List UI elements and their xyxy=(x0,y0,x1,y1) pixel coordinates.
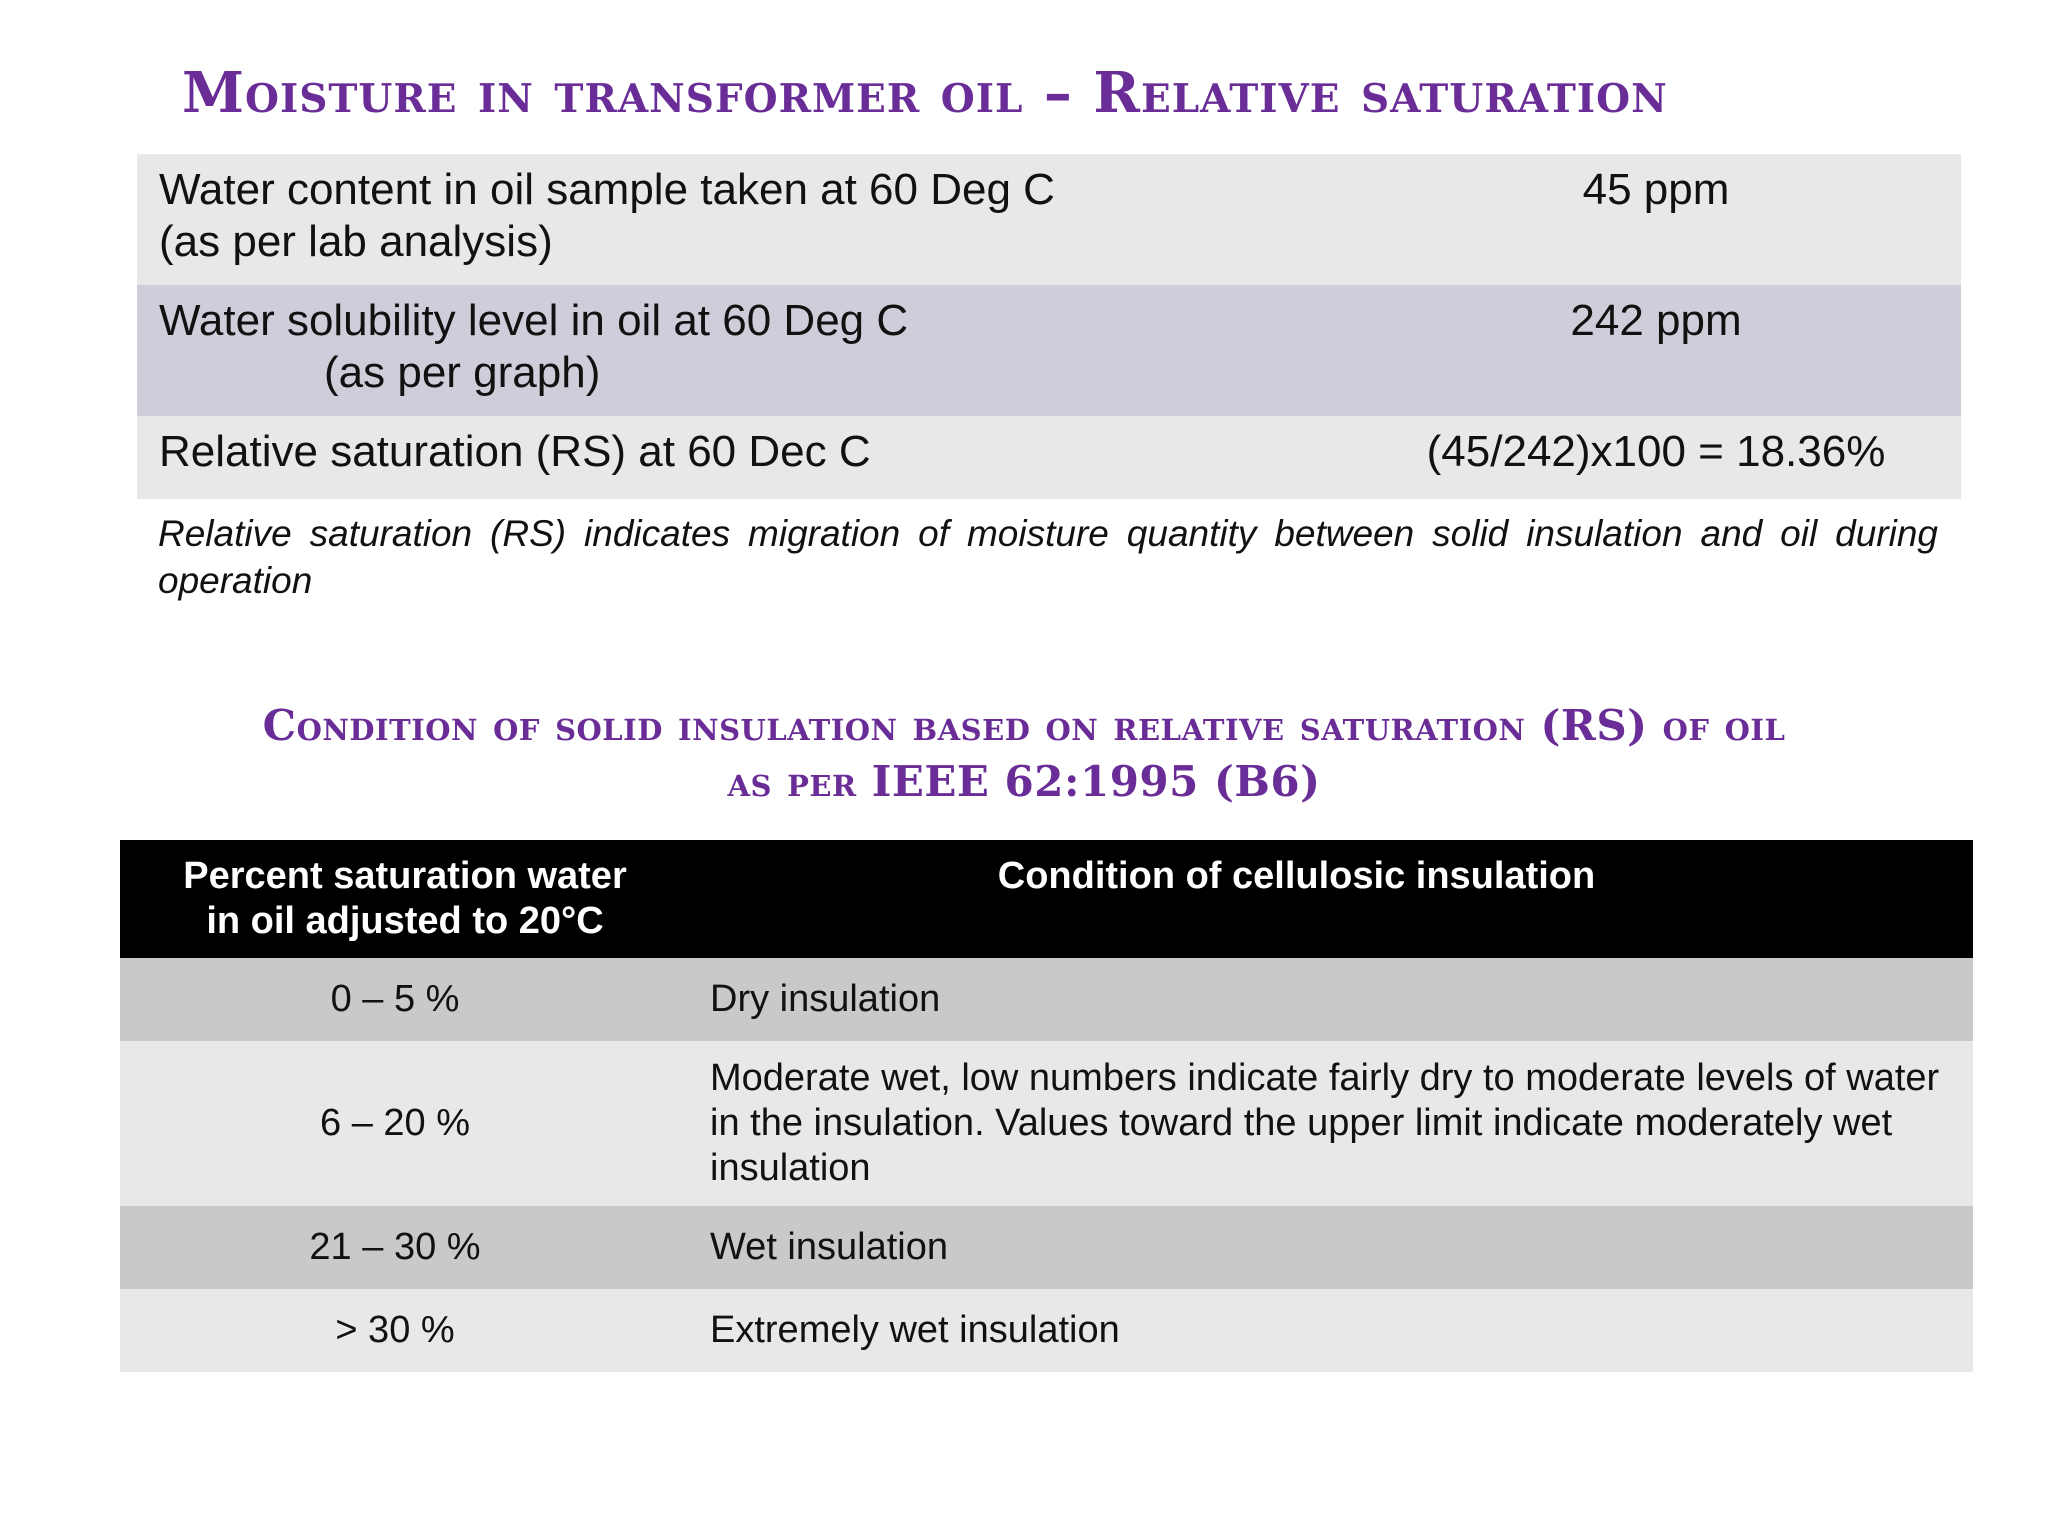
calc-row-relative-saturation: Relative saturation (RS) at 60 Dec C (45… xyxy=(137,416,1961,499)
calc-row-solubility: Water solubility level in oil at 60 Deg … xyxy=(137,285,1961,416)
condition-title-line2: as per IEEE 62:1995 (B6) xyxy=(727,757,1321,806)
header-col1-line1: Percent saturation water xyxy=(183,855,627,897)
range-cell: 0 – 5 % xyxy=(120,958,690,1041)
range-cell: 21 – 30 % xyxy=(120,1206,690,1289)
header-percent-saturation: Percent saturation water in oil adjusted… xyxy=(120,840,690,958)
calc-row-water-content: Water content in oil sample taken at 60 … xyxy=(137,154,1961,285)
calc-label: Relative saturation (RS) at 60 Dec C xyxy=(159,427,871,476)
condition-cell: Dry insulation xyxy=(690,958,1973,1041)
calculation-table: Water content in oil sample taken at 60 … xyxy=(137,154,1961,499)
calc-value: 45 ppm xyxy=(1582,165,1730,214)
table-row: 21 – 30 % Wet insulation xyxy=(120,1206,1973,1289)
range-cell: 6 – 20 % xyxy=(120,1041,690,1206)
condition-cell: Moderate wet, low numbers indicate fairl… xyxy=(690,1041,1973,1206)
header-col1-line2: in oil adjusted to 20°C xyxy=(206,900,604,942)
table-row: 6 – 20 % Moderate wet, low numbers indic… xyxy=(120,1041,1973,1206)
calc-label-line1: Water content in oil sample taken at 60 … xyxy=(159,165,1055,214)
calc-label-line2: (as per lab analysis) xyxy=(159,217,553,266)
header-condition: Condition of cellulosic insulation xyxy=(690,840,1973,958)
condition-section-title: Condition of solid insulation based on r… xyxy=(0,698,2048,810)
calc-value: (45/242)x100 = 18.36% xyxy=(1426,427,1886,476)
calc-label: Water content in oil sample taken at 60 … xyxy=(159,164,1339,268)
rs-note: Relative saturation (RS) indicates migra… xyxy=(158,513,1938,601)
table-header-row: Percent saturation water in oil adjusted… xyxy=(120,840,1973,958)
condition-cell: Wet insulation xyxy=(690,1206,1973,1289)
calc-label-line1: Water solubility level in oil at 60 Deg … xyxy=(159,296,909,345)
calc-label-line2: (as per graph) xyxy=(324,348,601,397)
calc-value: 242 ppm xyxy=(1570,296,1742,345)
condition-cell: Extremely wet insulation xyxy=(690,1289,1973,1372)
range-cell: > 30 % xyxy=(120,1289,690,1372)
condition-table: Percent saturation water in oil adjusted… xyxy=(120,840,1973,1372)
calc-label: Water solubility level in oil at 60 Deg … xyxy=(159,295,1339,399)
table-row: > 30 % Extremely wet insulation xyxy=(120,1289,1973,1372)
page-title: Moisture in transformer oil – Relative s… xyxy=(182,60,1668,126)
condition-title-line1: Condition of solid insulation based on r… xyxy=(262,701,1786,750)
table-row: 0 – 5 % Dry insulation xyxy=(120,958,1973,1041)
